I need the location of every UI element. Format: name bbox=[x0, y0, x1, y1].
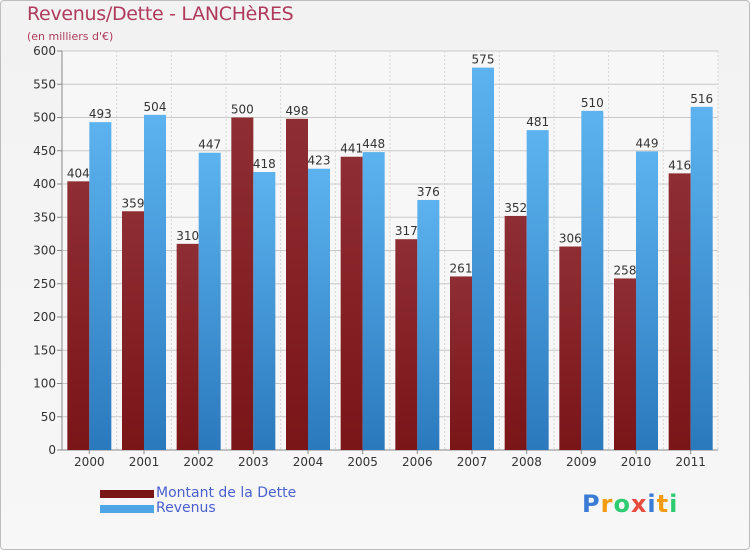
data-label-debt: 306 bbox=[559, 232, 582, 246]
chart-subtitle: (en milliers d'€) bbox=[27, 30, 114, 43]
bar-revenus bbox=[144, 114, 166, 450]
bar-revenus bbox=[253, 172, 276, 450]
bar-debt bbox=[122, 211, 144, 450]
data-label-debt: 352 bbox=[504, 201, 527, 215]
x-tick-label: 2007 bbox=[457, 455, 488, 469]
data-label-revenus: 449 bbox=[636, 136, 659, 150]
y-tick-label: 400 bbox=[33, 177, 56, 191]
logo-letter: i bbox=[669, 490, 679, 518]
legend-label-revenus: Revenus bbox=[156, 500, 216, 516]
bar-revenus bbox=[636, 151, 658, 451]
bar-revenus bbox=[690, 106, 713, 451]
legend-swatch-revenus bbox=[100, 505, 154, 513]
data-label-revenus: 493 bbox=[89, 107, 112, 121]
y-tick-label: 0 bbox=[48, 443, 56, 457]
bar-revenus bbox=[89, 122, 112, 450]
bar-debt bbox=[340, 156, 363, 451]
x-tick-label: 2006 bbox=[402, 455, 433, 469]
data-label-debt: 359 bbox=[122, 196, 145, 210]
bar-debt bbox=[450, 276, 472, 450]
y-tick-label: 450 bbox=[33, 144, 56, 158]
logo-letter: P bbox=[582, 490, 601, 518]
bar-debt bbox=[559, 246, 582, 450]
x-tick-label: 2005 bbox=[347, 455, 378, 469]
bar-revenus bbox=[308, 168, 330, 450]
y-tick-label: 200 bbox=[33, 310, 56, 324]
proxiti-logo: Proxiti bbox=[582, 490, 678, 518]
bar-debt bbox=[668, 173, 691, 451]
data-label-debt: 441 bbox=[340, 142, 363, 156]
data-label-debt: 500 bbox=[231, 103, 254, 117]
data-label-revenus: 447 bbox=[198, 138, 221, 152]
logo-letter: o bbox=[613, 490, 631, 518]
data-label-debt: 498 bbox=[286, 104, 309, 118]
x-tick-label: 2000 bbox=[74, 455, 105, 469]
y-tick-label: 50 bbox=[41, 410, 56, 424]
data-label-revenus: 481 bbox=[526, 115, 549, 129]
bar-debt bbox=[67, 181, 90, 450]
x-tick-label: 2010 bbox=[621, 455, 652, 469]
legend-swatch-debt bbox=[100, 490, 154, 498]
x-tick-label: 2008 bbox=[511, 455, 542, 469]
logo-letter: i bbox=[647, 490, 657, 518]
x-tick-label: 2009 bbox=[566, 455, 597, 469]
x-tick-label: 2011 bbox=[675, 455, 706, 469]
bar-revenus bbox=[526, 130, 549, 450]
bar-revenus bbox=[362, 152, 385, 450]
bar-debt bbox=[176, 243, 199, 450]
data-label-revenus: 418 bbox=[253, 157, 276, 171]
legend-label-debt: Montant de la Dette bbox=[156, 485, 297, 501]
data-label-debt: 258 bbox=[614, 263, 637, 277]
bar-debt bbox=[286, 118, 308, 450]
x-tick-label: 2003 bbox=[238, 455, 269, 469]
chart-title: Revenus/Dette - LANCHèRES bbox=[27, 3, 294, 25]
data-label-revenus: 516 bbox=[690, 92, 713, 106]
y-tick-label: 500 bbox=[33, 111, 56, 125]
data-label-debt: 310 bbox=[176, 229, 199, 243]
y-tick-label: 250 bbox=[33, 277, 56, 291]
y-tick-label: 100 bbox=[33, 377, 56, 391]
bar-revenus bbox=[417, 199, 440, 450]
x-tick-label: 2001 bbox=[129, 455, 160, 469]
data-label-revenus: 376 bbox=[417, 185, 440, 199]
logo-letter: t bbox=[656, 490, 670, 518]
y-tick-label: 150 bbox=[33, 343, 56, 357]
bar-revenus bbox=[581, 110, 604, 450]
x-tick-label: 2002 bbox=[183, 455, 214, 469]
logo-letter: x bbox=[630, 490, 648, 518]
bar-debt bbox=[395, 239, 418, 450]
y-tick-label: 300 bbox=[33, 244, 56, 258]
data-label-revenus: 504 bbox=[144, 100, 167, 114]
logo-letter: r bbox=[600, 490, 614, 518]
data-label-debt: 317 bbox=[395, 224, 418, 238]
bar-debt bbox=[614, 278, 636, 450]
data-label-debt: 404 bbox=[67, 166, 90, 180]
y-tick-label: 550 bbox=[33, 77, 56, 91]
data-label-revenus: 423 bbox=[308, 154, 331, 168]
data-label-debt: 416 bbox=[668, 158, 691, 172]
data-label-revenus: 575 bbox=[472, 53, 495, 67]
bar-debt bbox=[504, 215, 527, 450]
y-tick-label: 600 bbox=[33, 44, 56, 58]
y-tick-label: 350 bbox=[33, 210, 56, 224]
bar-debt bbox=[231, 117, 254, 450]
data-label-debt: 261 bbox=[450, 261, 473, 275]
data-label-revenus: 448 bbox=[362, 137, 385, 151]
data-label-revenus: 510 bbox=[581, 96, 604, 110]
x-tick-label: 2004 bbox=[293, 455, 324, 469]
bar-revenus bbox=[198, 152, 221, 450]
bar-revenus bbox=[472, 67, 494, 450]
